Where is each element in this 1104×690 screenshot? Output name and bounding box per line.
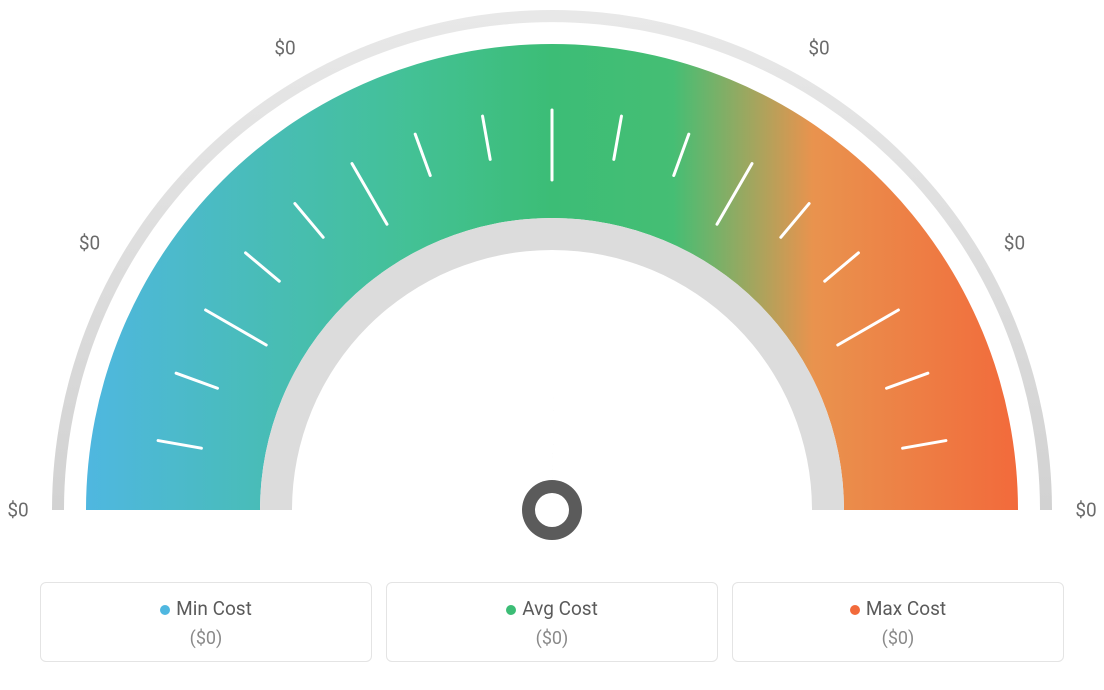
legend-row: Min Cost ($0) Avg Cost ($0) Max Cost ($0…: [40, 582, 1064, 662]
legend-dot-min: [160, 605, 170, 615]
legend-label-avg: Avg Cost: [522, 597, 598, 620]
gauge-scale-label: $0: [808, 36, 829, 59]
legend-value-min: ($0): [55, 628, 357, 649]
legend-card-min: Min Cost ($0): [40, 582, 372, 662]
gauge-scale-label: $0: [7, 499, 28, 522]
legend-label-max: Max Cost: [866, 597, 946, 620]
legend-card-avg: Avg Cost ($0): [386, 582, 718, 662]
legend-dot-max: [850, 605, 860, 615]
gauge-scale-label: $0: [1075, 499, 1096, 522]
gauge-scale-label: $0: [1004, 232, 1025, 255]
gauge-svg: [0, 0, 1104, 560]
gauge-scale-label: $0: [79, 232, 100, 255]
legend-title-max: Max Cost: [747, 597, 1049, 620]
legend-title-min: Min Cost: [55, 597, 357, 620]
gauge-scale-label: $0: [274, 36, 295, 59]
gauge-chart: $0$0$0$0$0$0$0: [0, 0, 1104, 560]
legend-dot-avg: [506, 605, 516, 615]
legend-label-min: Min Cost: [176, 597, 252, 620]
legend-value-avg: ($0): [401, 628, 703, 649]
legend-value-max: ($0): [747, 628, 1049, 649]
legend-card-max: Max Cost ($0): [732, 582, 1064, 662]
legend-title-avg: Avg Cost: [401, 597, 703, 620]
